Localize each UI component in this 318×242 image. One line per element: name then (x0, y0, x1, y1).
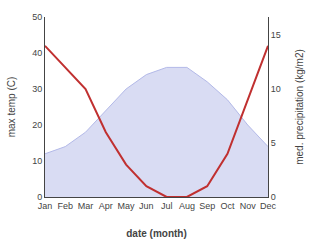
svg-text:10: 10 (271, 84, 281, 94)
svg-text:Jun: Jun (139, 201, 154, 211)
svg-text:20: 20 (32, 120, 42, 130)
svg-text:Apr: Apr (99, 201, 113, 211)
svg-text:Dec: Dec (260, 201, 277, 211)
svg-text:Jul: Jul (161, 201, 173, 211)
svg-text:15: 15 (271, 30, 281, 40)
svg-text:Mar: Mar (78, 201, 94, 211)
svg-text:0: 0 (37, 192, 42, 202)
svg-text:50: 50 (32, 12, 42, 22)
svg-text:May: May (118, 201, 136, 211)
svg-text:5: 5 (271, 138, 276, 148)
svg-text:Sep: Sep (199, 201, 215, 211)
svg-text:0: 0 (271, 192, 276, 202)
svg-text:Feb: Feb (58, 201, 74, 211)
svg-text:10: 10 (32, 156, 42, 166)
svg-text:Oct: Oct (220, 201, 235, 211)
svg-text:30: 30 (32, 84, 42, 94)
svg-text:Jan: Jan (38, 201, 53, 211)
svg-text:max temp (C): max temp (C) (6, 77, 17, 138)
svg-text:med. precipitation (kg/m2): med. precipitation (kg/m2) (294, 49, 305, 165)
svg-text:Aug: Aug (179, 201, 195, 211)
svg-text:Nov: Nov (240, 201, 257, 211)
svg-text:40: 40 (32, 48, 42, 58)
svg-text:date (month): date (month) (126, 228, 187, 239)
